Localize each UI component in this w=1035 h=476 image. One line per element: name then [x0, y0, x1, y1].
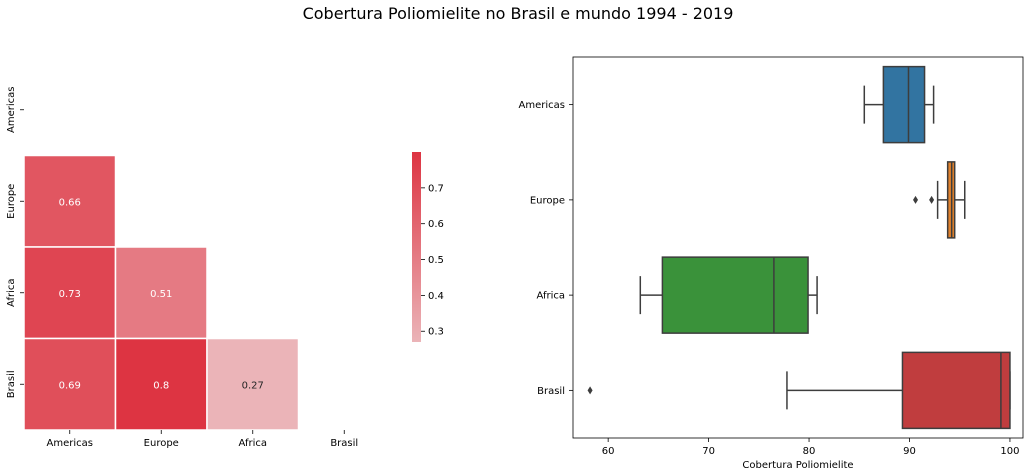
- colorbar-tick-label: 0.5: [428, 255, 444, 266]
- heatmap-colorbar: 0.7 0.6 0.5 0.4 0.3: [412, 152, 444, 342]
- heatmap-cell: [23, 246, 117, 340]
- heatmap-cell-label: 0.8: [153, 380, 169, 391]
- heatmap-y-tick-label: Africa: [6, 278, 17, 307]
- heatmap-cell-label: 0.73: [59, 289, 81, 300]
- boxplot-x-tick-label: 100: [1000, 446, 1019, 457]
- boxplot-x-tick-label: 70: [702, 446, 715, 457]
- colorbar-bar: [412, 152, 421, 342]
- boxplot-x-tick-label: 80: [803, 446, 816, 457]
- boxplot-y-tick-label: Africa: [536, 291, 565, 302]
- heatmap-y-tick-label: Brasil: [6, 370, 17, 398]
- boxplot-x-tick-label: 90: [903, 446, 916, 457]
- correlation-heatmap: 0.66 0.73 0.51 0.69 0.8 0.27 Americas Americas E…: [6, 87, 358, 449]
- heatmap-x-tick-label: Americas: [47, 438, 93, 449]
- heatmap-x-tick-label: Europe: [144, 438, 179, 449]
- boxplot-axes-frame: [572, 56, 1024, 439]
- heatmap-y-tick-label: Americas: [6, 87, 17, 133]
- boxplot-y-tick-label: Americas: [519, 100, 565, 111]
- box-outlier: [929, 195, 935, 204]
- heatmap-cell-label: 0.66: [59, 197, 81, 208]
- colorbar-tick-label: 0.7: [428, 183, 444, 194]
- heatmap-cell: [206, 337, 300, 431]
- colorbar-tick-label: 0.3: [428, 327, 444, 338]
- boxplot-y-tick-label: Brasil: [537, 386, 565, 397]
- heatmap-cell: [114, 246, 208, 340]
- box-rect: [661, 256, 809, 334]
- box-outlier: [913, 195, 919, 204]
- coverage-boxplot: Americas Europe Africa Brasil 60 70 80 90 100 Cob…: [519, 56, 1024, 471]
- boxplot-y-tick-label: Europe: [530, 195, 565, 206]
- heatmap-cell-label: 0.51: [150, 289, 172, 300]
- heatmap-cell-label: 0.27: [242, 380, 264, 391]
- colorbar-tick-label: 0.4: [428, 291, 444, 302]
- colorbar-tick-label: 0.6: [428, 219, 444, 230]
- heatmap-cell-label: 0.69: [59, 380, 81, 391]
- heatmap-x-tick-label: Africa: [238, 438, 267, 449]
- box-rect: [882, 65, 926, 144]
- boxplot-x-axis-label: Cobertura Poliomielite: [742, 460, 853, 471]
- boxplot-x-tick-label: 60: [602, 446, 615, 457]
- box-outlier: [587, 386, 593, 395]
- heatmap-x-tick-label: Brasil: [330, 438, 358, 449]
- box-rect: [901, 351, 1011, 430]
- figure-title: Cobertura Poliomielite no Brasil e mundo…: [303, 4, 734, 23]
- heatmap-y-tick-label: Europe: [6, 184, 17, 219]
- heatmap-cell: [23, 154, 117, 248]
